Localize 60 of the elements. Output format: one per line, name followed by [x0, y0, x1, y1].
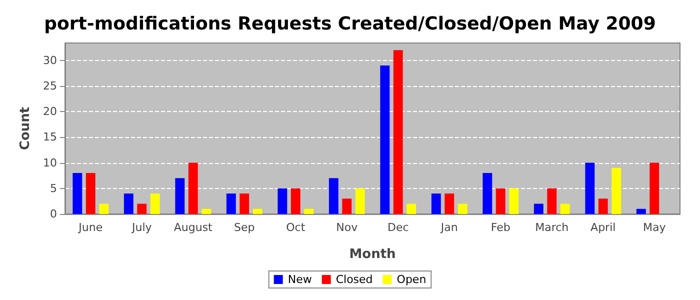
bar: [585, 162, 595, 214]
y-axis-title: Count: [18, 106, 34, 150]
x-tick-label: Jan: [440, 221, 458, 234]
bar: [304, 208, 314, 214]
x-tick-label: May: [643, 221, 666, 234]
bar: [431, 194, 441, 214]
bar: [444, 194, 454, 214]
x-tick-label: Feb: [490, 221, 510, 234]
bar: [124, 194, 134, 214]
x-tick-label: Sep: [234, 221, 255, 234]
y-tick-label: 15: [43, 130, 57, 144]
bar: [202, 208, 212, 214]
bar: [150, 194, 160, 214]
bar: [393, 50, 403, 214]
bar: [290, 188, 300, 214]
bar: [560, 204, 570, 214]
x-tick-label: April: [590, 221, 616, 234]
x-tick-label: Oct: [286, 221, 306, 234]
bar: [534, 204, 544, 214]
bar: [406, 204, 416, 214]
bar: [636, 208, 646, 214]
legend-label: Open: [396, 273, 426, 286]
bar: [137, 204, 147, 214]
bar: [509, 188, 519, 214]
bar: [342, 198, 352, 214]
bar: [355, 188, 365, 214]
y-tick-label: 10: [43, 156, 57, 170]
bar: [278, 188, 288, 214]
x-tick-label: Nov: [336, 221, 358, 234]
bar: [496, 188, 506, 214]
x-tick-label: June: [78, 221, 103, 234]
bar: [86, 173, 96, 214]
y-tick-label: 20: [43, 105, 57, 118]
chart-title: port-modifications Requests Created/Closed/Open May 2009: [44, 14, 656, 34]
bar: [72, 173, 82, 214]
bar: [328, 178, 338, 214]
y-tick-label: 0: [50, 208, 57, 220]
bar: [240, 194, 250, 214]
legend-label: Closed: [336, 273, 373, 286]
x-tick-label: July: [130, 221, 152, 234]
bar: [99, 204, 109, 214]
bar: [252, 208, 262, 214]
bar: [598, 198, 608, 214]
bar: [547, 188, 557, 214]
bar: [175, 178, 185, 214]
x-axis-title: Month: [349, 247, 396, 262]
bar: [188, 162, 198, 214]
y-tick-label: 25: [43, 80, 57, 93]
y-tick-label: 30: [43, 54, 57, 67]
legend-label: New: [288, 273, 312, 286]
bar: [482, 173, 492, 214]
bar: [650, 162, 660, 214]
x-tick-label: Dec: [387, 221, 409, 234]
bar: [612, 168, 622, 214]
y-tick-label: 5: [50, 182, 57, 195]
bar: [458, 204, 468, 214]
x-tick-label: March: [535, 221, 569, 234]
bar: [380, 66, 390, 214]
x-tick-label: August: [174, 221, 214, 234]
bar: [226, 194, 236, 214]
